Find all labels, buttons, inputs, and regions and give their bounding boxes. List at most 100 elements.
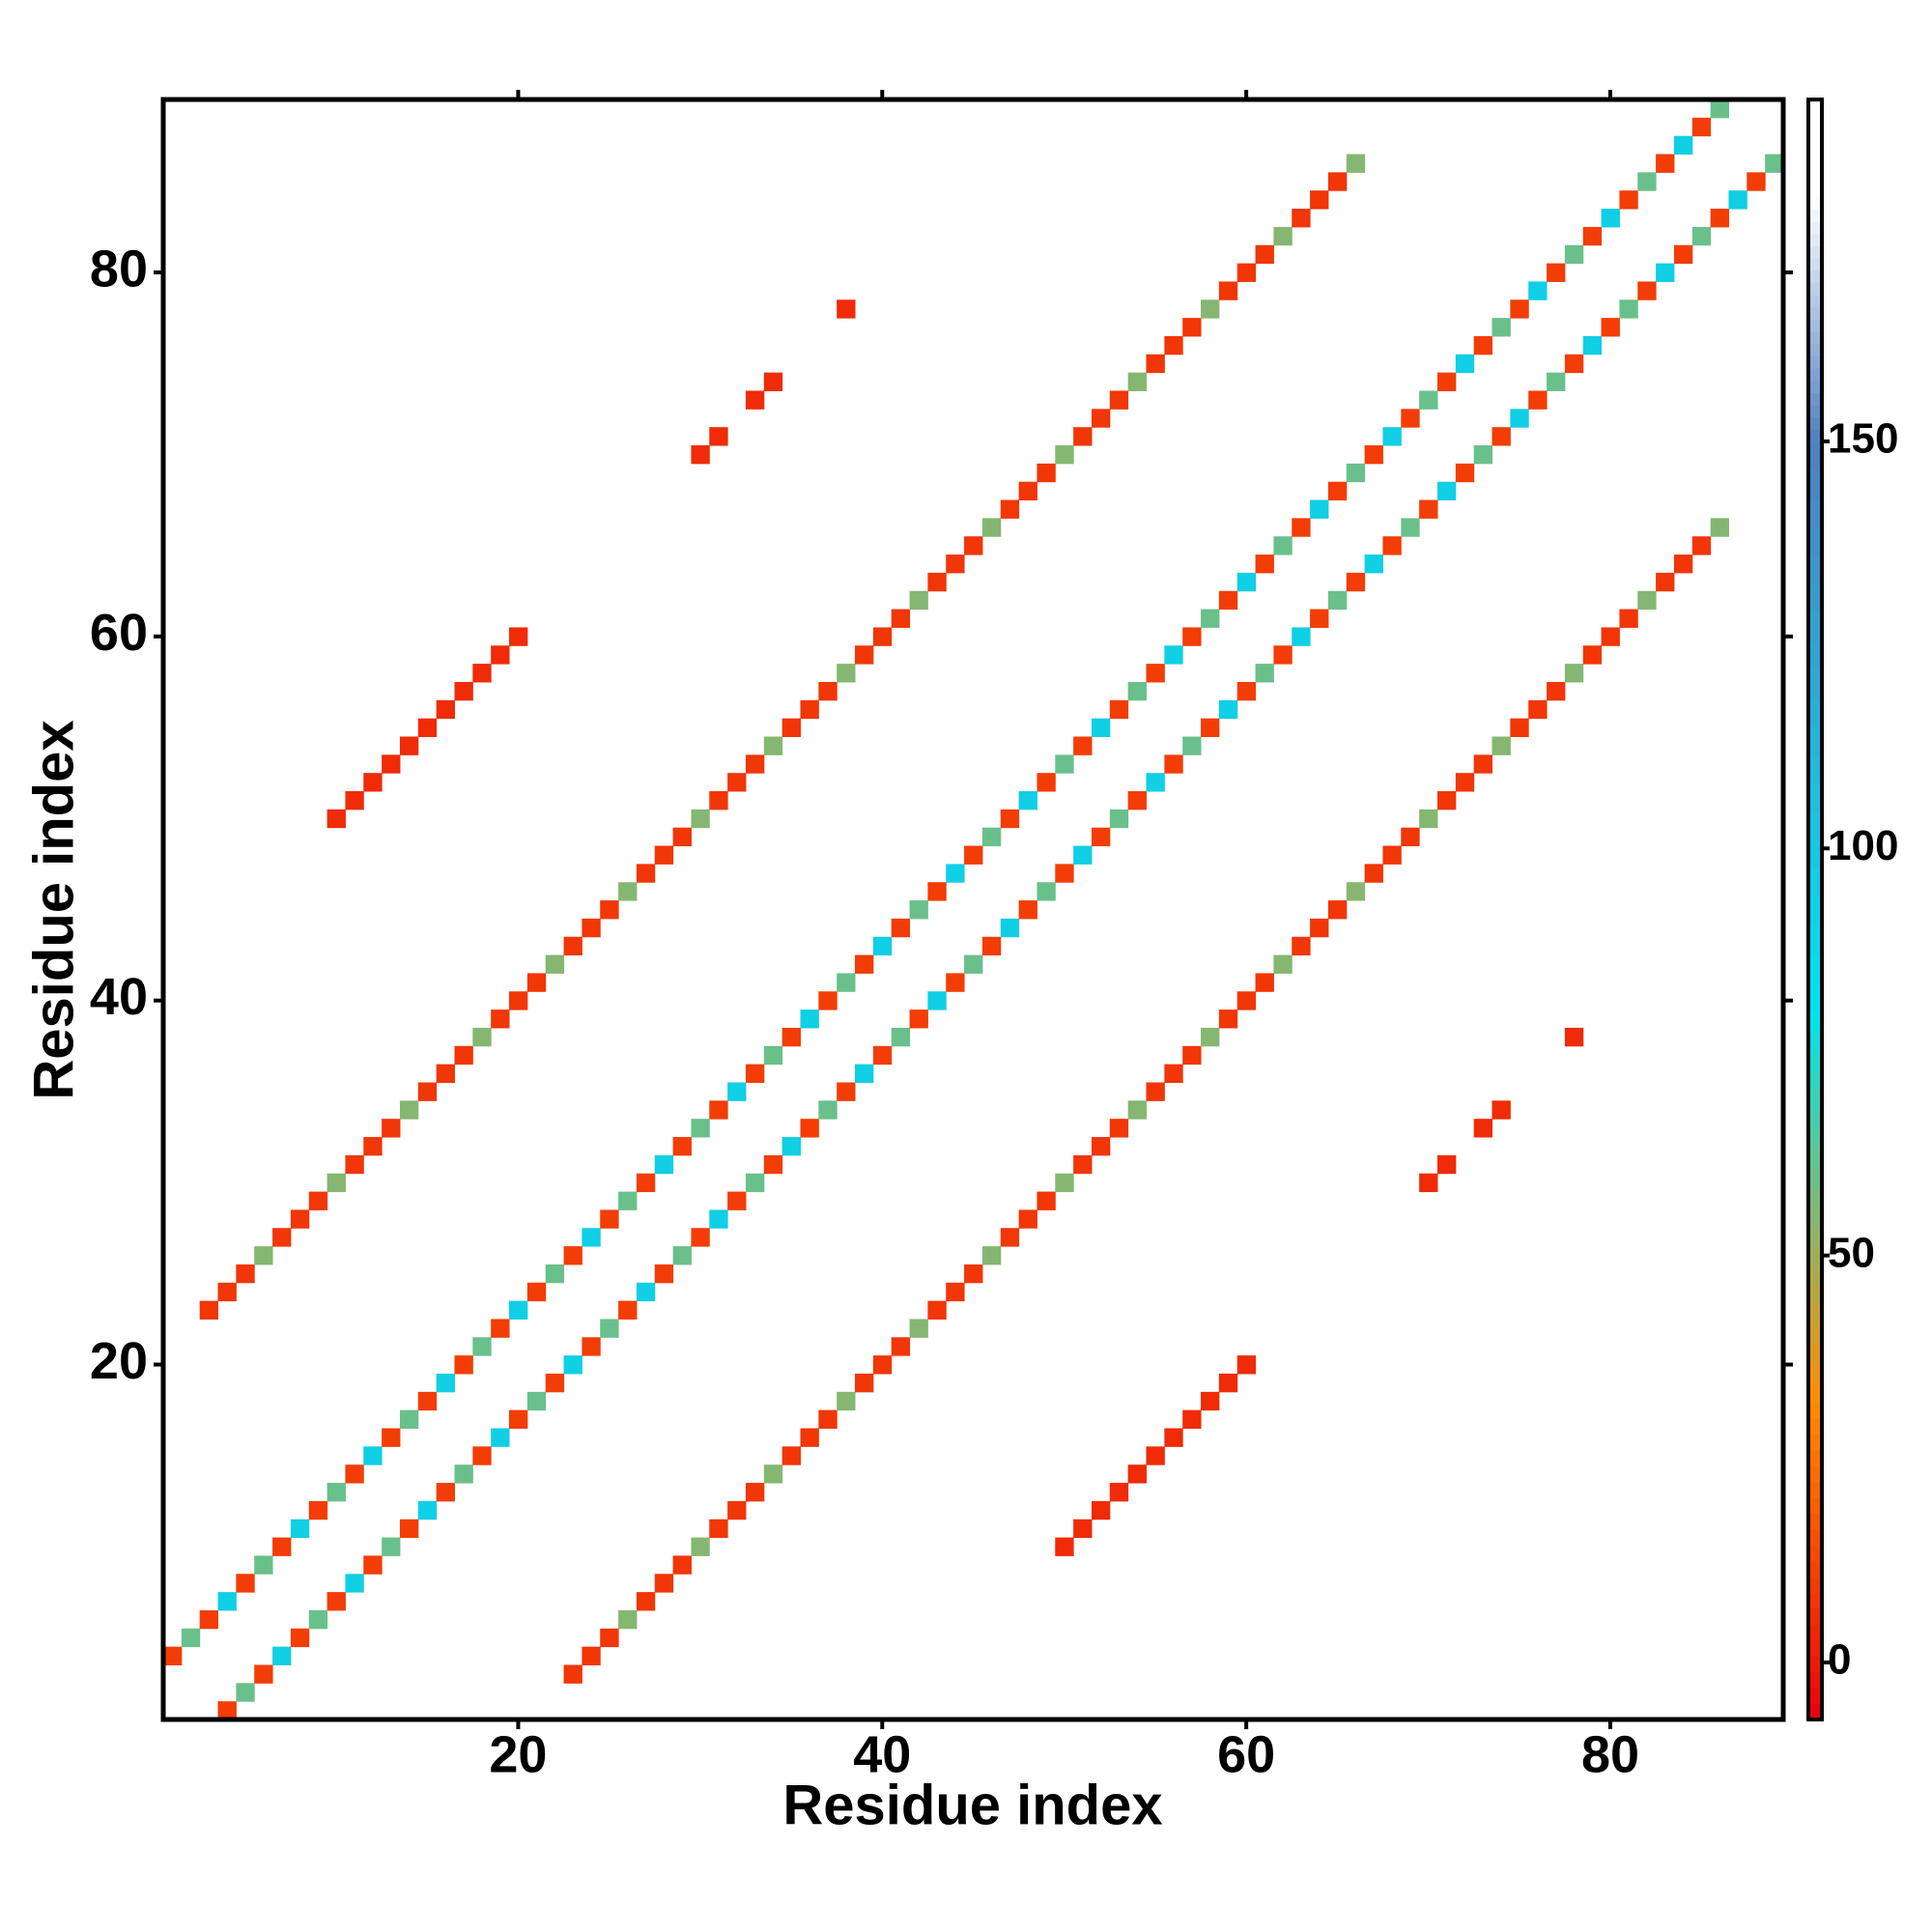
heatmap-cell: [618, 1300, 638, 1320]
heatmap-cell: [436, 1373, 455, 1393]
colorbar-segment: [1808, 234, 1822, 247]
heatmap-cell: [727, 1191, 747, 1210]
heatmap-cell: [818, 991, 838, 1010]
heatmap-cell: [1292, 627, 1311, 646]
heatmap-cell: [927, 572, 947, 592]
colorbar-segment: [1808, 192, 1822, 198]
heatmap-cell: [1109, 390, 1129, 410]
heatmap-cell: [491, 1319, 510, 1338]
heatmap-cell: [1473, 445, 1493, 465]
heatmap-cell: [946, 973, 965, 992]
heatmap-cell: [946, 864, 965, 883]
heatmap-cell: [1255, 664, 1274, 683]
colorbar-segment: [1808, 295, 1822, 308]
heatmap-cell: [636, 1592, 656, 1611]
heatmap-cell: [308, 1609, 328, 1630]
heatmap-cell: [837, 664, 856, 683]
heatmap-cell: [1327, 481, 1348, 501]
heatmap-cell: [600, 1319, 619, 1338]
colorbar-segment: [1808, 1481, 1822, 1498]
colorbar-segment: [1808, 1304, 1822, 1324]
colorbar-segment: [1808, 440, 1822, 470]
heatmap-cell: [600, 1628, 619, 1648]
heatmap-cell: [745, 754, 765, 774]
heatmap-cell: [417, 1082, 438, 1101]
colorbar-segment: [1808, 1402, 1822, 1419]
heatmap-cell: [837, 299, 856, 319]
heatmap-cell: [691, 1119, 710, 1138]
heatmap-cell: [781, 1137, 801, 1156]
heatmap-cell: [855, 1373, 874, 1393]
colorbar-segment: [1808, 143, 1822, 150]
heatmap-cell: [526, 973, 547, 992]
heatmap-cell: [472, 1337, 492, 1356]
heatmap-cell: [709, 427, 728, 446]
heatmap-cell: [709, 1209, 728, 1229]
heatmap-cell: [636, 1282, 656, 1302]
heatmap-cell: [345, 1574, 364, 1593]
colorbar-segment: [1808, 1513, 1822, 1530]
heatmap-cell: [891, 918, 911, 938]
colorbar-segment: [1808, 1167, 1822, 1188]
colorbar-segment: [1808, 754, 1822, 784]
heatmap-cell: [781, 1027, 801, 1047]
colorbar-segment: [1808, 306, 1822, 321]
colorbar-segment: [1808, 1656, 1822, 1673]
heatmap-cell: [1547, 372, 1566, 391]
colorbar-segment: [1808, 1688, 1822, 1705]
heatmap-cell: [1346, 154, 1366, 173]
heatmap-cell: [1327, 172, 1348, 191]
colorbar-segment: [1808, 282, 1822, 296]
y-tick-label: 60: [90, 604, 148, 662]
colorbar-segment: [1808, 1343, 1822, 1364]
heatmap-cell: [1656, 263, 1675, 282]
colorbar-segment: [1808, 697, 1822, 727]
heatmap-cell: [1127, 791, 1148, 810]
colorbar-segment: [1808, 1089, 1822, 1110]
heatmap-cell: [946, 554, 965, 574]
heatmap-cell: [363, 773, 383, 792]
heatmap-cell: [290, 1209, 310, 1229]
heatmap-cell: [545, 1373, 565, 1393]
heatmap-cell: [1127, 681, 1148, 701]
heatmap-cell: [1218, 1009, 1238, 1029]
heatmap-cell: [1364, 554, 1383, 574]
colorbar-segment: [1808, 1069, 1822, 1091]
heatmap-cell: [1182, 1409, 1202, 1430]
heatmap-cell: [1055, 754, 1074, 774]
heatmap-cell: [290, 1628, 310, 1648]
heatmap-cell: [1419, 1173, 1438, 1193]
heatmap-cell: [1656, 572, 1675, 592]
colorbar-segment: [1808, 469, 1822, 499]
colorbar-segment: [1808, 258, 1822, 271]
heatmap-cell: [545, 1264, 565, 1284]
heatmap-cell: [636, 864, 656, 883]
heatmap-cell: [872, 1045, 893, 1065]
heatmap-cell: [1037, 882, 1056, 901]
heatmap-cell: [1455, 773, 1475, 792]
heatmap-cell: [399, 736, 419, 755]
colorbar-segment: [1808, 1186, 1822, 1208]
heatmap-cell: [1146, 664, 1165, 683]
heatmap-cell: [382, 1537, 401, 1556]
heatmap-cell: [1091, 1500, 1111, 1520]
colorbar-segment: [1808, 343, 1822, 356]
heatmap-cell: [563, 1355, 582, 1375]
colorbar-segment: [1808, 104, 1822, 110]
heatmap-cell: [217, 1701, 237, 1720]
heatmap-cell: [709, 1519, 728, 1539]
colorbar-segment: [1808, 416, 1822, 430]
heatmap-cell: [1510, 299, 1529, 319]
heatmap-cell: [1218, 1373, 1238, 1393]
heatmap-cell: [855, 645, 874, 665]
heatmap-cell: [272, 1228, 292, 1247]
colorbar-tick-label: 0: [1828, 1636, 1851, 1684]
y-tick-label: 40: [90, 968, 148, 1026]
heatmap-cell: [1000, 499, 1020, 519]
heatmap-cell: [436, 1483, 455, 1502]
heatmap-cell: [254, 1555, 273, 1575]
heatmap-cell: [1073, 845, 1093, 865]
heatmap-cell: [1182, 736, 1202, 755]
heatmap-cell: [1164, 335, 1183, 355]
heatmap-cell: [582, 1646, 601, 1665]
